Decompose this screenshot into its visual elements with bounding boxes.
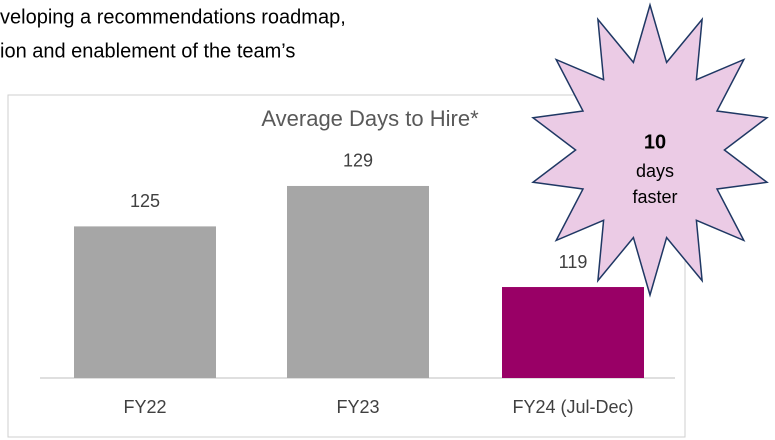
value-label: 129 [343, 151, 373, 171]
bar [74, 226, 216, 378]
value-label: 119 [559, 252, 588, 272]
bar [502, 287, 644, 378]
x-tick-label: FY24 (Jul-Dec) [512, 397, 633, 417]
x-tick-label: FY23 [336, 397, 379, 417]
value-label: 125 [130, 191, 160, 211]
callout-text: days [636, 161, 674, 181]
callout-number: 10 [644, 131, 666, 153]
bar [287, 185, 429, 378]
body-text: veloping a recommendations roadmap, [0, 6, 346, 28]
chart-title: Average Days to Hire* [261, 106, 479, 131]
callout-text: faster [632, 187, 677, 207]
starburst [531, 2, 769, 298]
x-tick-label: FY22 [123, 397, 166, 417]
body-text: ion and enablement of the team’s [0, 40, 295, 62]
